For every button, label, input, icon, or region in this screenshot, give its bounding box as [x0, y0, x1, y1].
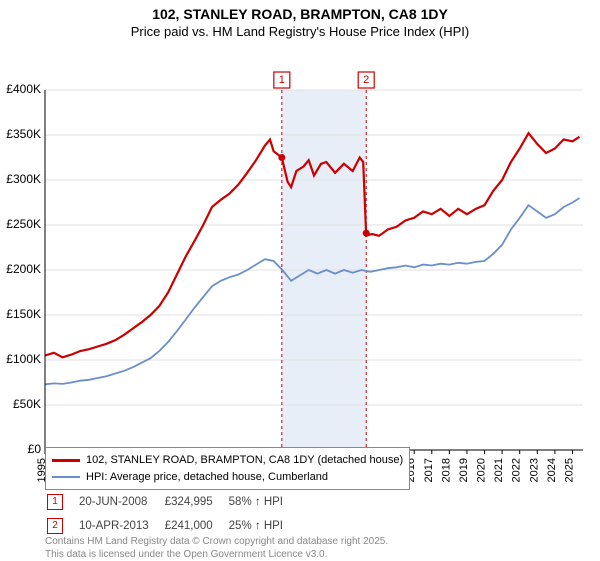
event-marker-badge: 2 — [47, 518, 63, 534]
x-tick-label: 2018 — [440, 458, 452, 482]
y-tick-label: £400K — [6, 82, 41, 96]
title-address: 102, STANLEY ROAD, BRAMPTON, CA8 1DY — [0, 6, 600, 24]
legend-item: HPI: Average price, detached house, Cumb… — [52, 469, 403, 486]
footer-line1: Contains HM Land Registry data © Crown c… — [45, 536, 388, 547]
svg-text:1: 1 — [279, 74, 285, 86]
y-tick-label: £50K — [13, 397, 41, 411]
x-tick-label: 2024 — [546, 458, 558, 482]
legend: 102, STANLEY ROAD, BRAMPTON, CA8 1DY (de… — [45, 447, 410, 490]
footer-note: Contains HM Land Registry data © Crown c… — [45, 536, 388, 561]
events-table: 1 20-JUN-2008£324,99558% ↑ HPI 2 10-APR-201… — [45, 489, 299, 539]
legend-item: 102, STANLEY ROAD, BRAMPTON, CA8 1DY (de… — [52, 452, 403, 469]
x-tick-label: 2020 — [476, 458, 488, 482]
event-row: 1 20-JUN-2008£324,99558% ↑ HPI — [47, 491, 297, 513]
event-date: 20-JUN-2008 — [79, 491, 163, 513]
event-date: 10-APR-2013 — [79, 515, 163, 537]
event-delta: 58% ↑ HPI — [229, 491, 297, 513]
title-block: 102, STANLEY ROAD, BRAMPTON, CA8 1DY Pri… — [0, 0, 600, 40]
x-tick-label: 2025 — [563, 458, 575, 482]
footer-line2: This data is licensed under the Open Gov… — [45, 549, 327, 560]
y-tick-label: £100K — [6, 352, 41, 366]
y-tick-label: £350K — [6, 127, 41, 141]
event-price: £241,000 — [165, 515, 227, 537]
event-row: 2 10-APR-2013£241,00025% ↑ HPI — [47, 515, 297, 537]
chart-container: 102, STANLEY ROAD, BRAMPTON, CA8 1DY Pri… — [0, 0, 600, 560]
y-tick-label: £300K — [6, 172, 41, 186]
legend-swatch — [52, 459, 80, 462]
event-marker-badge: 1 — [47, 494, 63, 510]
svg-text:2: 2 — [363, 74, 369, 86]
x-tick-label: 2023 — [528, 458, 540, 482]
x-tick-label: 2021 — [493, 458, 505, 482]
y-tick-label: £0 — [28, 442, 42, 456]
chart-svg: £0 £50K £100K £150K £200K £250K £300K £350K £400… — [0, 40, 600, 485]
y-tick-label: £150K — [6, 307, 41, 321]
event-marker: 2 — [358, 72, 374, 88]
event-marker: 1 — [274, 72, 290, 88]
x-tick-label: 2017 — [423, 458, 435, 482]
x-tick-label: 2019 — [458, 458, 470, 482]
title-subtitle: Price paid vs. HM Land Registry's House … — [0, 24, 600, 40]
event-delta: 25% ↑ HPI — [229, 515, 297, 537]
y-tick-label: £250K — [6, 217, 41, 231]
legend-swatch — [52, 476, 80, 478]
y-tick-label: £200K — [6, 262, 41, 276]
legend-label: HPI: Average price, detached house, Cumb… — [86, 469, 328, 486]
event-price: £324,995 — [165, 491, 227, 513]
legend-label: 102, STANLEY ROAD, BRAMPTON, CA8 1DY (de… — [86, 452, 403, 469]
x-tick-label: 2022 — [511, 458, 523, 482]
